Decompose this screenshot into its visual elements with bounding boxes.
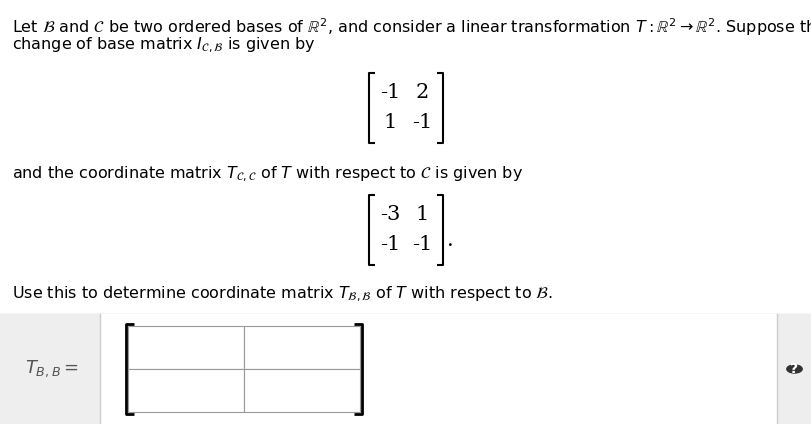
Text: -1: -1 — [411, 235, 431, 254]
Text: change of base matrix $I_{\mathcal{C},\mathcal{B}}$ is given by: change of base matrix $I_{\mathcal{C},\m… — [12, 36, 315, 55]
Text: -1: -1 — [411, 114, 431, 132]
FancyBboxPatch shape — [0, 314, 100, 424]
FancyBboxPatch shape — [100, 314, 776, 424]
Text: .: . — [446, 231, 453, 250]
Text: -3: -3 — [380, 206, 400, 224]
Bar — [243, 369, 359, 412]
Bar — [243, 326, 359, 369]
Bar — [128, 369, 243, 412]
Bar — [128, 326, 243, 369]
Text: -1: -1 — [380, 235, 400, 254]
Text: and the coordinate matrix $T_{\mathcal{C},\mathcal{C}}$ of $T$ with respect to $: and the coordinate matrix $T_{\mathcal{C… — [12, 165, 522, 184]
Text: ?: ? — [789, 362, 797, 376]
FancyBboxPatch shape — [776, 314, 811, 424]
Text: Use this to determine coordinate matrix $T_{\mathcal{B},\mathcal{B}}$ of $T$ wit: Use this to determine coordinate matrix … — [12, 285, 552, 304]
Text: 1: 1 — [414, 206, 428, 224]
Text: 2: 2 — [415, 84, 428, 103]
Text: 1: 1 — [383, 114, 397, 132]
FancyBboxPatch shape — [0, 0, 811, 314]
Text: $T_{B,B}=$: $T_{B,B}=$ — [25, 359, 79, 379]
Circle shape — [786, 365, 801, 373]
FancyBboxPatch shape — [0, 314, 811, 424]
Text: Let $\mathcal{B}$ and $\mathcal{C}$ be two ordered bases of $\mathbb{R}^2$, and : Let $\mathcal{B}$ and $\mathcal{C}$ be t… — [12, 16, 811, 38]
Text: -1: -1 — [380, 84, 400, 103]
